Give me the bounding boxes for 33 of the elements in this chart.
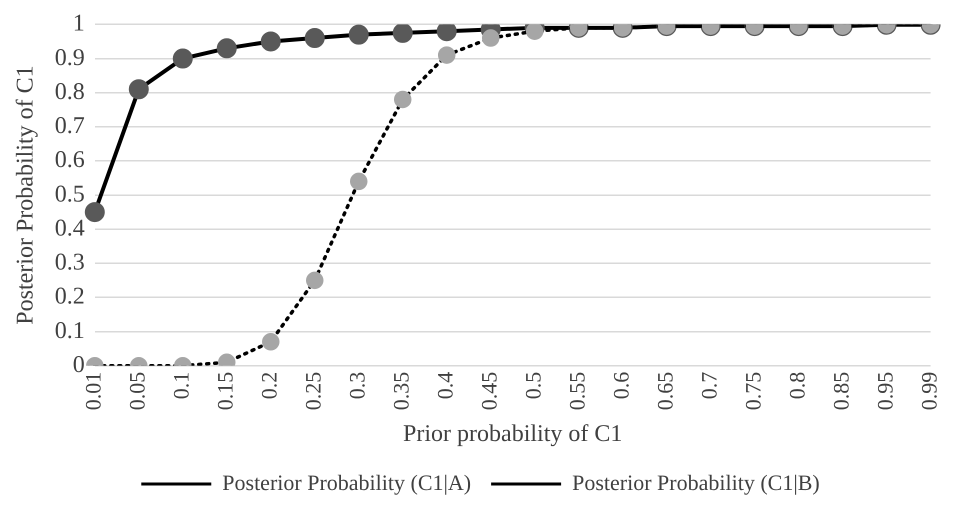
x-tick-label: 0.5 bbox=[520, 372, 546, 400]
y-tick-label: 0.5 bbox=[54, 181, 85, 208]
y-tick-label: 0.1 bbox=[54, 318, 85, 344]
y-tick-label: 0.7 bbox=[54, 113, 85, 140]
x-tick-label: 0.45 bbox=[476, 372, 502, 410]
legend-label: Posterior Probability (C1|A) bbox=[222, 470, 472, 495]
y-tick-label: 1 bbox=[72, 10, 85, 37]
x-tick-label: 0.99 bbox=[916, 372, 942, 410]
x-tick-label: 0.6 bbox=[608, 372, 634, 400]
y-tick-label: 0.3 bbox=[54, 250, 85, 276]
x-tick-label: 0.85 bbox=[828, 372, 854, 410]
y-tick-label: 0.9 bbox=[54, 44, 85, 71]
x-tick-label: 0.65 bbox=[652, 372, 678, 410]
y-tick-label: 0.6 bbox=[54, 147, 85, 174]
y-tick-label: 0.4 bbox=[54, 215, 85, 242]
x-tick-label: 0.05 bbox=[124, 372, 150, 410]
y-axis-title: Posterior Probability of C1 bbox=[12, 65, 39, 325]
x-tick-label: 0.75 bbox=[740, 372, 766, 410]
x-tick-label: 0.55 bbox=[564, 372, 590, 410]
x-tick-label: 0.8 bbox=[784, 372, 810, 400]
y-tick-label: 0.2 bbox=[54, 284, 85, 310]
x-tick-label: 0.3 bbox=[344, 372, 370, 400]
x-tick-label: 0.25 bbox=[300, 372, 326, 410]
x-tick-label: 0.7 bbox=[696, 372, 722, 400]
x-axis-title: Prior probability of C1 bbox=[403, 420, 622, 447]
x-tick-label: 0.35 bbox=[388, 372, 414, 410]
x-tick-label: 0.1 bbox=[168, 372, 194, 400]
x-tick-label: 0.4 bbox=[432, 372, 458, 400]
y-tick-label: 0.8 bbox=[54, 78, 85, 105]
x-tick-label: 0.2 bbox=[256, 372, 282, 400]
x-tick-label: 0.95 bbox=[872, 372, 898, 410]
x-tick-label: 0.15 bbox=[212, 372, 238, 410]
legend-label: Posterior Probability (C1|B) bbox=[572, 470, 820, 495]
